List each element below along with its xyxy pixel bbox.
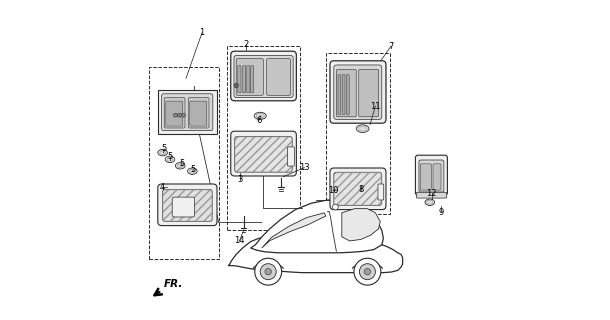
Ellipse shape [187, 168, 197, 174]
FancyBboxPatch shape [164, 98, 185, 128]
FancyBboxPatch shape [190, 101, 207, 126]
FancyBboxPatch shape [234, 55, 293, 98]
FancyBboxPatch shape [415, 155, 447, 195]
Polygon shape [228, 237, 403, 273]
FancyBboxPatch shape [330, 61, 386, 123]
FancyBboxPatch shape [378, 184, 384, 200]
Circle shape [178, 113, 182, 117]
Text: 12: 12 [426, 189, 437, 198]
FancyBboxPatch shape [231, 51, 296, 101]
Ellipse shape [425, 199, 434, 205]
Polygon shape [158, 90, 217, 134]
FancyBboxPatch shape [433, 164, 441, 190]
Circle shape [354, 258, 381, 285]
FancyBboxPatch shape [359, 69, 379, 117]
Polygon shape [262, 213, 326, 248]
FancyBboxPatch shape [238, 66, 241, 93]
Ellipse shape [190, 169, 195, 173]
Circle shape [359, 264, 375, 280]
Text: 3: 3 [238, 175, 243, 184]
FancyBboxPatch shape [162, 94, 213, 131]
Bar [334, 173, 381, 205]
FancyBboxPatch shape [236, 59, 264, 95]
Ellipse shape [165, 156, 174, 163]
Bar [235, 137, 292, 172]
Ellipse shape [254, 112, 267, 119]
Bar [226, 46, 300, 230]
Text: FR.: FR. [163, 279, 183, 289]
Circle shape [234, 83, 239, 88]
Ellipse shape [158, 149, 167, 156]
Ellipse shape [176, 163, 185, 169]
FancyBboxPatch shape [188, 98, 209, 128]
FancyBboxPatch shape [267, 59, 290, 95]
Ellipse shape [167, 157, 173, 161]
FancyBboxPatch shape [420, 164, 431, 190]
FancyBboxPatch shape [419, 160, 444, 192]
FancyBboxPatch shape [417, 192, 447, 198]
Ellipse shape [356, 125, 369, 132]
Circle shape [255, 258, 282, 285]
Ellipse shape [178, 164, 183, 168]
Circle shape [332, 204, 339, 210]
FancyBboxPatch shape [342, 75, 345, 115]
FancyBboxPatch shape [231, 131, 296, 176]
Bar [326, 53, 390, 214]
Text: 6: 6 [256, 116, 261, 125]
FancyBboxPatch shape [334, 65, 382, 119]
FancyBboxPatch shape [287, 147, 295, 166]
Text: 5: 5 [179, 159, 184, 168]
Text: 5: 5 [191, 165, 196, 174]
Circle shape [265, 268, 271, 275]
Circle shape [173, 113, 178, 117]
Text: 9: 9 [439, 208, 443, 217]
Circle shape [260, 264, 276, 280]
Text: 7: 7 [388, 42, 393, 51]
Ellipse shape [160, 151, 165, 155]
Ellipse shape [256, 114, 264, 118]
FancyBboxPatch shape [166, 101, 183, 126]
Circle shape [364, 268, 371, 275]
Circle shape [182, 113, 185, 117]
Ellipse shape [426, 200, 433, 204]
Text: 4: 4 [160, 183, 165, 192]
Text: 14: 14 [234, 236, 245, 245]
Text: 11: 11 [370, 102, 381, 111]
Bar [149, 67, 219, 259]
Ellipse shape [358, 126, 367, 131]
Text: 10: 10 [328, 186, 339, 195]
Text: 5: 5 [162, 144, 167, 153]
Text: 1: 1 [199, 28, 204, 37]
FancyBboxPatch shape [172, 197, 195, 217]
Text: 5: 5 [168, 152, 173, 161]
FancyBboxPatch shape [251, 66, 254, 93]
FancyBboxPatch shape [338, 75, 341, 115]
FancyBboxPatch shape [247, 66, 250, 93]
FancyBboxPatch shape [158, 184, 217, 226]
FancyBboxPatch shape [336, 69, 356, 117]
Bar [163, 190, 212, 221]
Polygon shape [251, 200, 384, 253]
Polygon shape [342, 209, 380, 241]
Text: 8: 8 [358, 185, 364, 194]
FancyBboxPatch shape [330, 168, 386, 210]
FancyBboxPatch shape [243, 66, 246, 93]
Text: 2: 2 [243, 40, 248, 49]
Text: 13: 13 [299, 163, 310, 172]
FancyBboxPatch shape [346, 75, 349, 115]
